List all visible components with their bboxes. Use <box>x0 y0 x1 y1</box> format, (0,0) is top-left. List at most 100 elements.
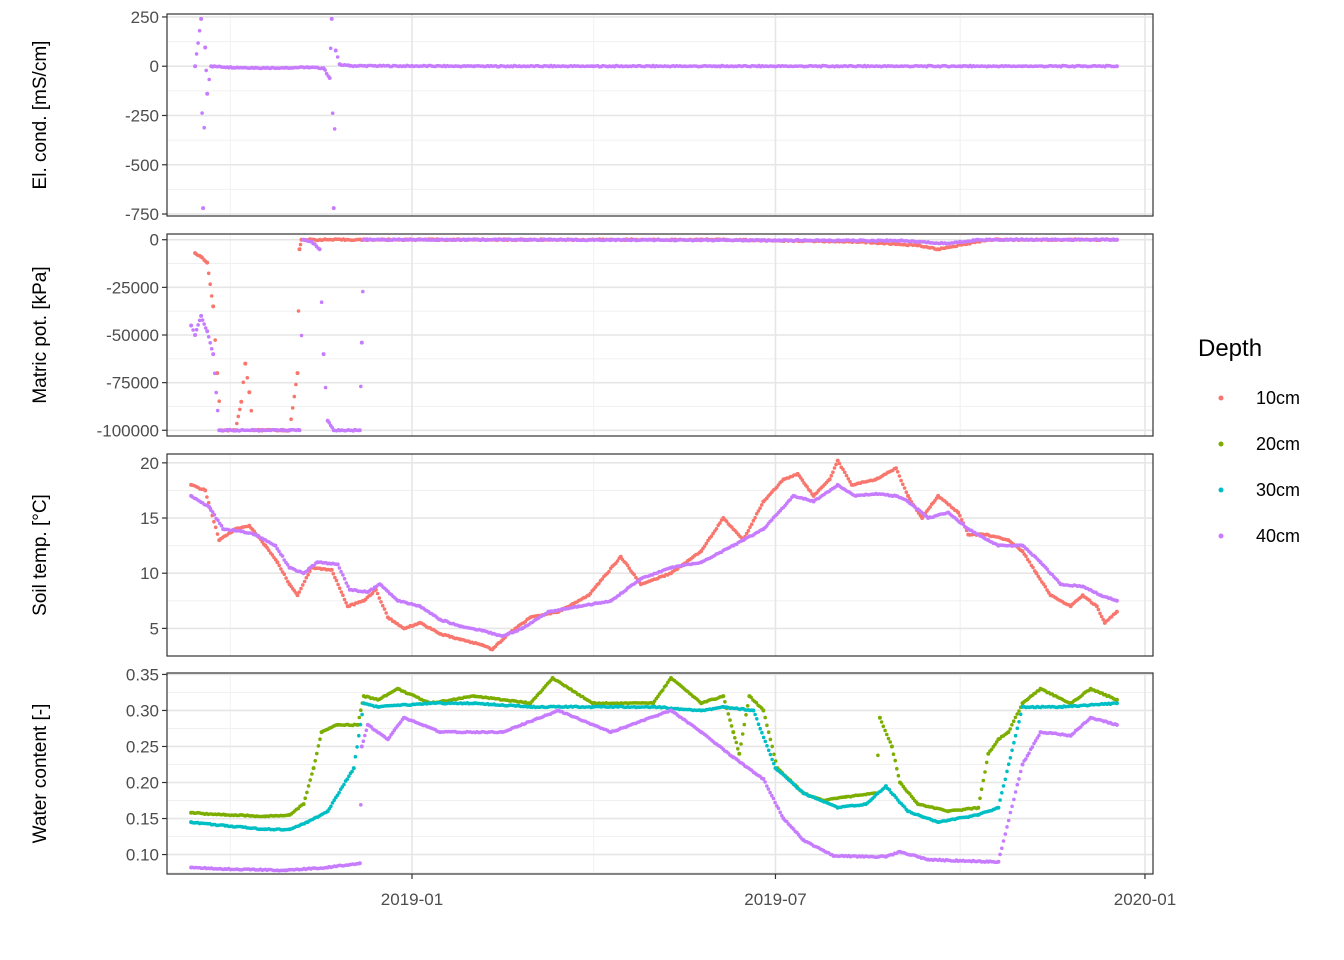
data-point <box>212 371 217 376</box>
data-point <box>339 569 343 574</box>
legend-key <box>1218 533 1224 539</box>
data-point <box>780 813 784 818</box>
data-point <box>375 591 380 596</box>
data-point <box>337 790 341 795</box>
data-point <box>776 806 781 811</box>
data-point <box>273 543 278 548</box>
data-point <box>196 41 200 45</box>
y-tick-label: 0.10 <box>126 846 159 865</box>
x-tick-label: 2019-07 <box>744 890 806 909</box>
data-point <box>1099 614 1104 619</box>
data-point <box>906 493 910 498</box>
data-point <box>904 490 909 495</box>
data-point <box>664 683 668 688</box>
data-point <box>295 371 300 376</box>
data-point <box>203 45 208 50</box>
data-point <box>357 715 362 720</box>
data-point <box>213 338 217 342</box>
data-point <box>275 560 280 565</box>
data-point <box>893 758 897 763</box>
data-point <box>318 737 322 741</box>
data-point <box>1013 733 1018 738</box>
data-point <box>1032 741 1036 746</box>
data-point <box>330 111 335 115</box>
data-point <box>337 586 342 590</box>
data-point <box>632 572 636 577</box>
data-point <box>899 478 903 483</box>
data-point <box>760 730 764 735</box>
data-point <box>1096 607 1101 612</box>
data-point <box>363 733 367 738</box>
data-point <box>247 390 252 395</box>
data-point <box>308 569 312 573</box>
data-point <box>209 294 214 298</box>
data-point <box>753 516 757 520</box>
data-point <box>357 428 362 433</box>
data-point <box>331 571 336 576</box>
data-point <box>357 733 361 738</box>
data-point <box>772 752 776 757</box>
data-point <box>285 563 290 567</box>
data-point <box>199 16 204 21</box>
y-tick-label: 0.35 <box>126 665 159 684</box>
data-point <box>330 801 335 805</box>
data-point <box>996 859 1001 864</box>
data-point <box>888 740 892 744</box>
data-point <box>748 525 752 529</box>
data-point <box>329 567 334 572</box>
y-tick-label: 15 <box>140 509 159 528</box>
data-point <box>889 744 894 749</box>
data-point <box>979 787 984 791</box>
data-point <box>881 724 886 729</box>
data-point <box>1008 727 1012 731</box>
data-point <box>607 569 611 574</box>
data-point <box>754 512 759 516</box>
data-point <box>1005 825 1009 829</box>
data-point <box>1043 584 1048 589</box>
data-point <box>998 852 1002 857</box>
data-point <box>205 260 210 265</box>
data-point <box>761 776 766 781</box>
data-point <box>978 796 982 801</box>
data-point <box>773 759 778 763</box>
data-point <box>625 563 630 568</box>
data-point <box>896 773 901 778</box>
data-point <box>976 805 981 810</box>
data-point <box>238 407 242 412</box>
y-tick-label: -250 <box>125 106 159 125</box>
y-tick-label: -25000 <box>106 278 159 297</box>
data-point <box>723 700 727 704</box>
data-point <box>731 730 736 735</box>
data-point <box>377 596 382 600</box>
data-point <box>342 576 347 581</box>
data-point <box>341 573 345 577</box>
data-point <box>211 304 216 309</box>
data-point <box>267 548 271 552</box>
series-40cm <box>193 16 1119 211</box>
y-tick-label: 0 <box>150 231 159 250</box>
data-point <box>212 513 217 517</box>
data-point <box>336 582 340 587</box>
data-point <box>753 712 757 717</box>
series-points <box>189 458 1119 652</box>
data-point <box>387 735 392 740</box>
data-point <box>327 420 332 425</box>
y-tick-label: -75000 <box>106 374 159 393</box>
data-point <box>236 414 241 419</box>
legend-label: 30cm <box>1256 480 1300 500</box>
data-point <box>197 28 202 33</box>
data-point <box>588 591 593 596</box>
data-point <box>379 600 383 604</box>
data-point <box>1015 712 1019 716</box>
series-40cm <box>189 482 1119 639</box>
data-point <box>724 519 729 523</box>
data-point <box>1012 740 1016 745</box>
data-point <box>1013 715 1018 720</box>
series-points <box>193 16 1119 211</box>
data-point <box>846 477 851 481</box>
data-point <box>721 694 726 699</box>
